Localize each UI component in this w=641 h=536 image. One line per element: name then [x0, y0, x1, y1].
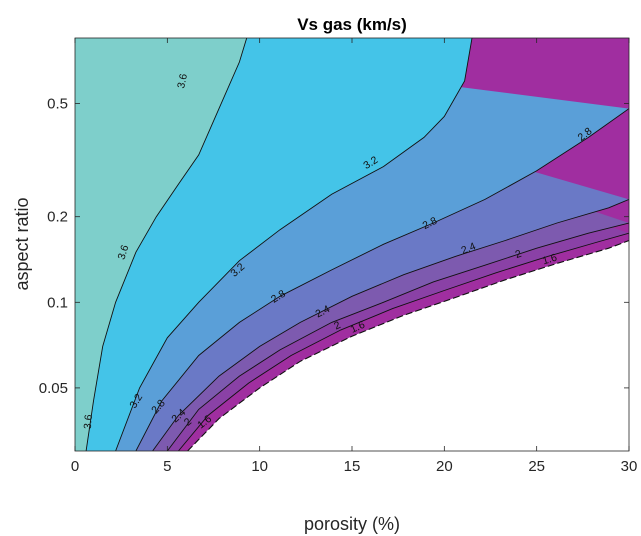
contour-line-1-6 — [178, 232, 629, 451]
contour-label-text: 1.6 — [541, 252, 559, 268]
contour-label: 1.6 — [349, 319, 367, 336]
contour-label: 2.4 — [459, 240, 477, 257]
contour-line-2-8 — [135, 108, 629, 451]
y-tick-label: 0.5 — [47, 96, 68, 113]
y-axis: 0.05 0.1 0.2 0.5 — [39, 96, 629, 397]
y-tick-label: 0.1 — [47, 294, 68, 311]
chart-title: Vs gas (km/s) — [297, 15, 407, 34]
contour-label: 3.6 — [116, 243, 132, 261]
x-tick-label: 30 — [621, 458, 638, 475]
x-tick-label: 15 — [344, 458, 361, 475]
contour-label: 1.6 — [541, 252, 559, 268]
x-tick-label: 10 — [251, 458, 268, 475]
contour-label-text: 2 — [332, 319, 343, 332]
y-tick-label: 0.05 — [39, 380, 68, 397]
x-tick-label: 0 — [71, 458, 79, 475]
contour-label-text: 3.6 — [82, 414, 95, 430]
contour-line-3-2 — [115, 38, 473, 451]
contour-label: 3.6 — [175, 73, 190, 90]
x-tick-label: 20 — [436, 458, 453, 475]
contour-label-text: 3.6 — [175, 73, 190, 90]
y-axis-label: aspect ratio — [12, 197, 32, 290]
contour-line-3-6 — [85, 38, 248, 451]
contour-label-text: 2.8 — [421, 215, 440, 232]
contour-line-2 — [166, 222, 629, 451]
band-above-3-6 — [75, 38, 247, 451]
x-tick-label: 25 — [528, 458, 545, 475]
contour-label: 2.4 — [313, 303, 332, 320]
plot-area — [75, 38, 629, 451]
x-tick-label: 5 — [163, 458, 171, 475]
y-tick-label: 0.2 — [47, 209, 68, 226]
contour-label-text: 2 — [514, 248, 523, 261]
x-axis: 0 5 10 15 20 25 30 — [71, 38, 638, 475]
contour-label-text: 1.6 — [349, 319, 367, 336]
contour-label-text: 2.4 — [459, 240, 477, 257]
contour-label-text: 3.6 — [116, 243, 132, 261]
contour-label: 2.8 — [421, 215, 440, 232]
contour-label: 2 — [514, 248, 523, 261]
x-axis-label: porosity (%) — [304, 514, 400, 534]
contour-label: 3.6 — [82, 414, 95, 430]
contour-label-text: 2.4 — [313, 303, 332, 320]
undefined-region — [187, 240, 629, 451]
contour-line-2-4 — [152, 198, 629, 451]
contour-label: 2 — [332, 319, 343, 332]
